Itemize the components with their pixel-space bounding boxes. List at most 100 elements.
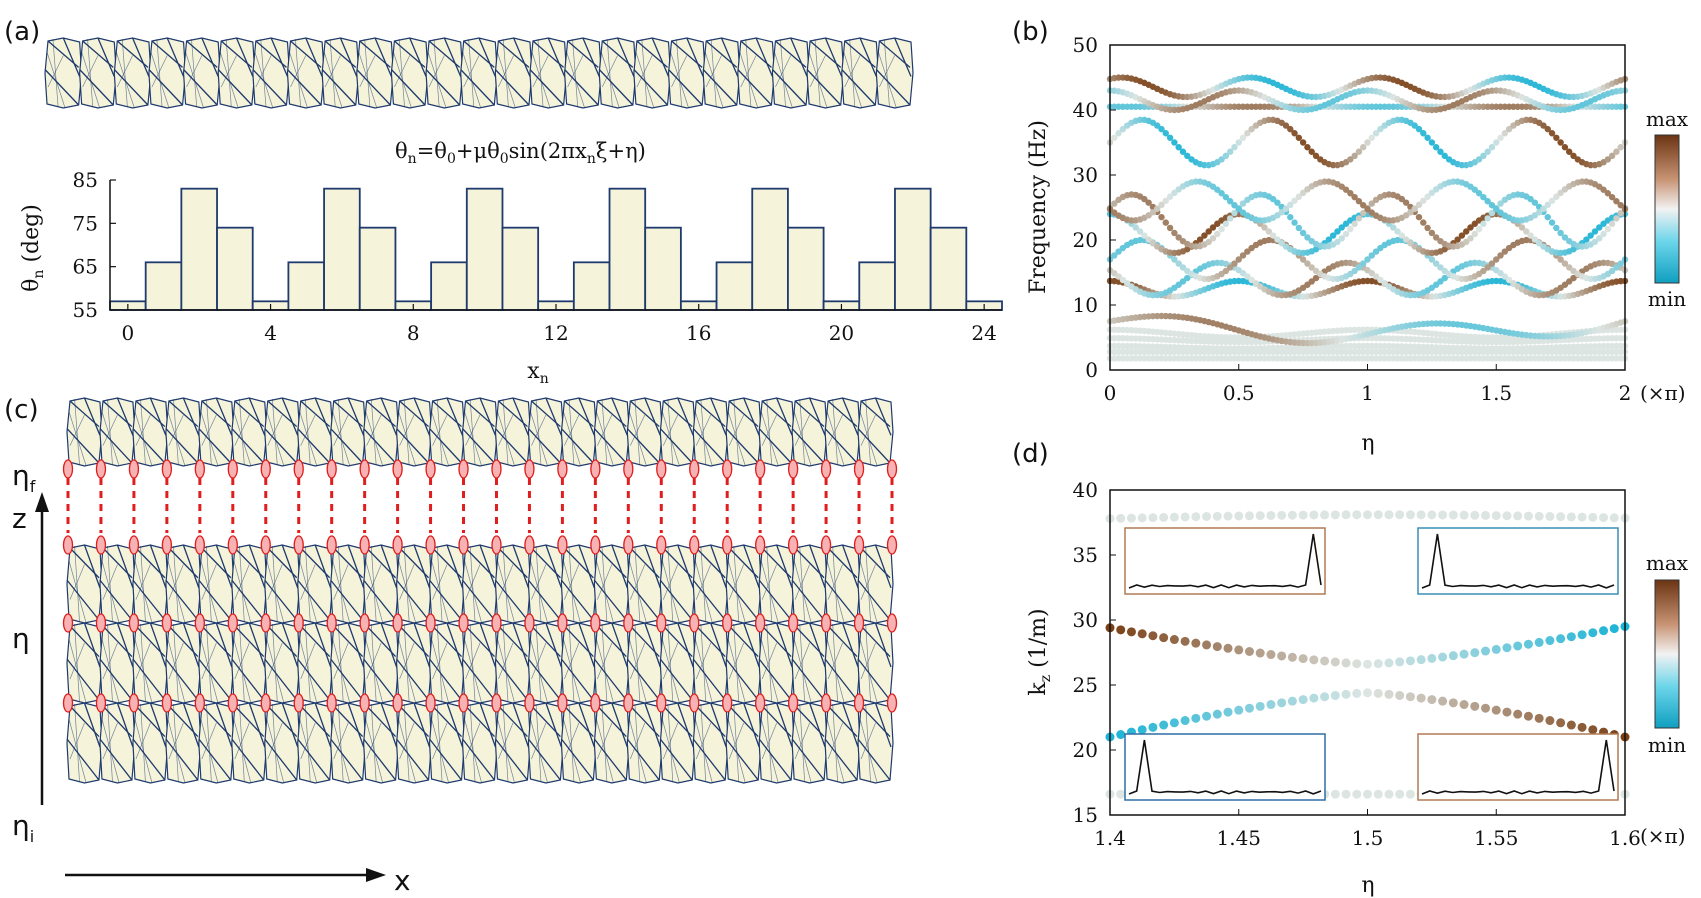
panel-a-strip-cell-outline xyxy=(286,37,325,109)
panel-c-top-cell-outline xyxy=(264,397,301,467)
panel-a-strip-cell xyxy=(667,37,706,109)
panel-d-top-band-point xyxy=(1481,510,1491,520)
panel-a-strip-crease xyxy=(52,38,59,108)
panel-d-top-band-point xyxy=(1309,510,1319,520)
panel-b-point xyxy=(1600,186,1607,193)
panel-c-row1-cell-outline xyxy=(626,544,663,624)
panel-c-row3-crease xyxy=(564,722,580,760)
panel-b-point xyxy=(1360,260,1367,267)
panel-d-lower-point xyxy=(1244,703,1254,713)
panel-c-top-crease xyxy=(874,397,892,436)
panel-c-connector-ellipse xyxy=(62,459,74,479)
panel-c-row1-cell-outline xyxy=(264,544,301,624)
panel-c-row3-crease xyxy=(568,703,575,783)
panel-c-row1-crease xyxy=(116,544,134,589)
panel-a-strip-crease xyxy=(217,69,253,106)
panel-c-row3-crease xyxy=(239,703,245,783)
panel-d-top-band-point xyxy=(1352,510,1362,520)
panel-c-connector-ellipse xyxy=(623,459,634,479)
panel-c-row1-crease xyxy=(272,545,278,623)
panel-c-row1-crease xyxy=(173,545,179,623)
panel-a-strip-crease xyxy=(433,38,440,108)
panel-d-upper-point xyxy=(1491,644,1501,654)
panel-c-top-crease xyxy=(527,428,561,464)
panel-b-point xyxy=(1398,232,1406,239)
panel-d-inset-profile xyxy=(1128,533,1322,589)
panel-b-point xyxy=(1402,236,1410,243)
panel-a-strip-crease xyxy=(633,69,668,106)
panel-c-top-cell xyxy=(824,397,861,467)
panel-c-row2-cell-outline xyxy=(428,622,466,704)
panel-b-point xyxy=(1158,125,1165,133)
panel-a-strip-crease xyxy=(875,69,911,106)
panel-b-point xyxy=(1196,236,1204,243)
panel-c-top-crease xyxy=(495,428,528,464)
panel-c-top-cell xyxy=(198,397,235,467)
panel-a-strip-crease xyxy=(859,37,877,77)
panel-label-d: (d) xyxy=(1012,439,1049,469)
panel-c-top-cell-outline xyxy=(560,397,597,467)
panel-c-row1-crease xyxy=(791,579,825,621)
panel-d-upper-point xyxy=(1502,643,1512,653)
panel-a-strip-cell-outline xyxy=(252,37,291,109)
panel-c-row3-crease xyxy=(201,722,217,760)
panel-c-row2-cell xyxy=(659,622,696,704)
panel-c-row2-cell xyxy=(198,622,235,704)
panel-c-row3-cell xyxy=(198,702,235,784)
panel-b-point xyxy=(1295,224,1303,232)
panel-b-point xyxy=(1463,238,1470,246)
panel-b-point xyxy=(1458,232,1466,239)
panel-c-connector-ellipse xyxy=(820,693,832,713)
panel-b-point xyxy=(1282,122,1290,129)
panel-c-row1-crease xyxy=(568,545,575,623)
panel-c-row1-crease xyxy=(808,544,826,589)
panel-c-row3-crease xyxy=(300,722,316,760)
panel-c-row2-crease xyxy=(827,642,843,680)
panel-c-row1-crease xyxy=(545,544,563,589)
panel-c-connector-ellipse xyxy=(359,693,370,713)
panel-c-top-crease xyxy=(347,397,365,436)
panel-a-strip-cell-outline xyxy=(390,37,429,109)
panel-b-point xyxy=(1287,213,1294,221)
panel-c-top-crease xyxy=(264,428,298,464)
panel-c-row1-cell xyxy=(692,544,729,624)
panel-c-row3-crease xyxy=(512,702,530,748)
panel-d-upper-point xyxy=(1384,658,1394,668)
panel-d-top-band-point xyxy=(1523,511,1533,521)
panel-b-x-label: η xyxy=(1361,431,1374,456)
panel-c-row3-cell xyxy=(626,702,663,784)
panel-c-row1-crease xyxy=(692,579,726,621)
panel-d-lower-point xyxy=(1320,692,1330,702)
panel-b-point xyxy=(1424,224,1431,232)
panel-b-point xyxy=(1175,260,1182,267)
panel-c-row3-crease xyxy=(304,703,311,783)
panel-c-row3-cell-outline xyxy=(758,702,795,784)
panel-c-row3-crease xyxy=(601,703,608,783)
panel-c-top-crease xyxy=(766,398,773,466)
panel-c-row3-crease xyxy=(527,738,561,781)
panel-c-top-cell-outline xyxy=(626,397,663,467)
panel-b-y-tick-label: 20 xyxy=(1073,228,1098,252)
panel-c-top-crease xyxy=(512,397,530,436)
panel-b-point xyxy=(1497,134,1504,141)
panel-c-row2-cell xyxy=(461,622,499,704)
panel-c-row3-crease xyxy=(380,702,398,748)
panel-c-top-crease xyxy=(728,414,744,446)
panel-c-row2-crease xyxy=(874,622,892,668)
panel-c-top-cell-outline xyxy=(363,397,400,467)
panel-d-lower-point xyxy=(1459,700,1469,710)
panel-c-row3-cell-outline xyxy=(428,702,466,784)
panel-c-row1-crease xyxy=(168,564,184,600)
panel-c-row1-cell-outline xyxy=(165,544,202,624)
panel-d-upper-point xyxy=(1438,652,1448,662)
panel-b-point xyxy=(1269,195,1277,203)
panel-a-strip-crease xyxy=(468,38,475,108)
panel-a-strip-crease xyxy=(824,37,843,77)
panel-d-upper-point xyxy=(1255,648,1265,658)
panel-b-point xyxy=(1437,264,1444,271)
panel-d-top-band-point xyxy=(1148,513,1158,523)
panel-c-top-crease xyxy=(597,414,613,446)
panel-c-row2-cell-outline xyxy=(99,622,136,704)
panel-c-top-crease xyxy=(304,398,311,466)
panel-c-row1-cell xyxy=(494,544,532,624)
